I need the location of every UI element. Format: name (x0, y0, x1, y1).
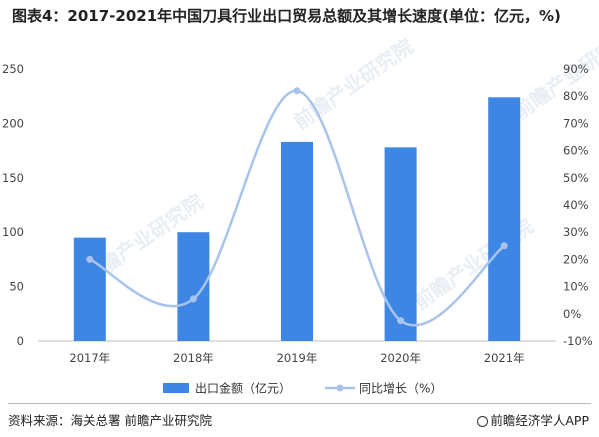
growth-rate-point (293, 87, 301, 95)
y-right-tick-label: 60% (563, 144, 589, 158)
y-left-tick-label: 0 (17, 334, 24, 348)
y-right-tick-label: 50% (563, 171, 589, 185)
y-right-tick-label: -10% (563, 334, 593, 348)
x-tick-label: 2018年 (173, 351, 214, 365)
bar-export-value (281, 141, 313, 341)
bar-export-value (488, 97, 521, 342)
y-right-tick-label: 20% (563, 252, 589, 266)
legend-line-label: 同比增长（%） (359, 382, 442, 396)
x-tick-label: 2017年 (69, 351, 110, 365)
brand-icon (477, 416, 489, 427)
y-right-tick-label: 30% (563, 225, 589, 239)
x-tick-label: 2021年 (484, 351, 525, 365)
bar-export-value (384, 147, 417, 341)
legend-line-marker (336, 384, 344, 392)
y-right-tick-label: 80% (563, 89, 589, 103)
watermark-text: 前瞻产业研究院 (289, 34, 417, 134)
x-tick-label: 2020年 (380, 351, 421, 365)
legend-bar-swatch (163, 383, 189, 393)
y-left-tick-label: 250 (2, 62, 24, 76)
growth-rate-point (86, 255, 94, 263)
y-left-tick-label: 100 (2, 225, 24, 239)
footer-divider (8, 403, 591, 404)
brand-text: 前瞻经济学人APP (490, 413, 589, 428)
x-tick-label: 2019年 (277, 351, 318, 365)
y-left-tick-label: 50 (9, 280, 24, 294)
bar-export-value (73, 237, 106, 341)
growth-rate-point (397, 317, 405, 325)
y-left-tick-label: 150 (2, 171, 24, 185)
brand-credit: 前瞻经济学人APP (477, 410, 589, 429)
y-right-tick-label: 90% (563, 62, 589, 76)
growth-rate-point (189, 295, 197, 303)
y-right-tick-label: 0% (563, 307, 581, 321)
chart-title: 图表4：2017-2021年中国刀具行业出口贸易总额及其增长速度(单位：亿元，%… (12, 7, 561, 25)
y-right-tick-label: 70% (563, 116, 589, 130)
source-note: 资料来源：海关总署 前瞻产业研究院 (8, 413, 212, 428)
y-right-tick-label: 40% (563, 198, 589, 212)
y-right-tick-label: 10% (563, 280, 589, 294)
growth-rate-point (500, 242, 508, 250)
y-left-tick-label: 200 (2, 116, 24, 130)
legend-bar-label: 出口金额（亿元） (195, 381, 291, 396)
